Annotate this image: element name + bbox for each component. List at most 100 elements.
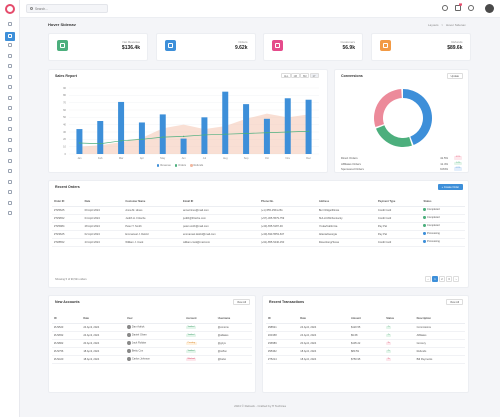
pagination-next-button[interactable]: › — [453, 276, 459, 282]
table-row[interactable]: #95362 18 April, 2024 $80.59 Cr Refunds — [266, 347, 465, 356]
stat-label: Orders — [238, 40, 248, 44]
settings-icon[interactable] — [468, 5, 474, 11]
new-accounts-view-all-button[interactable]: View All — [232, 299, 250, 305]
orders-cell: (+91)-855-5446-150 — [259, 238, 317, 247]
pagination-prev-button[interactable]: ‹ — [425, 276, 431, 282]
sidebar-item-charts[interactable] — [6, 147, 14, 153]
orders-cell: 28 April 2024 — [82, 222, 124, 231]
sidebar-item-menu[interactable] — [6, 210, 14, 216]
refund-icon-glyph — [382, 43, 388, 48]
sidebar-item-apps[interactable] — [5, 31, 15, 41]
orders-cell: Judith H. Fritsche — [123, 214, 182, 223]
sidebar-item-auth[interactable] — [6, 116, 14, 122]
calendar-icon — [8, 43, 12, 47]
sidebar-item-calendar[interactable] — [6, 42, 14, 48]
sidebar-item-maps[interactable] — [6, 189, 14, 195]
bell-icon[interactable] — [455, 5, 461, 11]
status-text: Processing — [427, 232, 440, 236]
orders-cell[interactable]: #TZ9652 — [52, 214, 83, 223]
recent-orders-title: Recent Orders — [55, 185, 80, 189]
legend-item[interactable]: Revenue — [157, 164, 171, 167]
pagination-page-1[interactable]: 1 — [432, 276, 438, 282]
sidebar-item-chat[interactable] — [6, 53, 14, 59]
maps-icon — [8, 190, 12, 194]
transactions-table: ID Date Amount Status Description #98521 24 A… — [266, 315, 465, 364]
pagination-page-3[interactable]: 3 — [446, 276, 452, 282]
accounts-cell: @alliates — [215, 331, 252, 340]
avatar — [126, 357, 131, 361]
transactions-cell: Commisions — [414, 323, 465, 332]
theme-toggle-icon[interactable] — [442, 5, 448, 11]
chart-filter-all[interactable]: ALL — [281, 73, 292, 78]
conversion-label: Affiliates Orders — [341, 161, 361, 166]
accounts-column-header: Account — [184, 315, 216, 324]
accounts-cell: Pending — [184, 339, 216, 348]
search-input[interactable] — [35, 6, 105, 11]
search-box — [26, 4, 108, 13]
conversion-row: Sponsored Orders 9.84% 0.9% — [341, 167, 462, 171]
chart-filter-6m[interactable]: 6M — [300, 73, 310, 78]
refund-icon — [379, 40, 391, 51]
create-order-button[interactable]: + Create Order — [437, 184, 463, 190]
orders-cell[interactable]: #TZ5625 — [52, 206, 83, 215]
table-row[interactable]: #US862 20 April, 2024 Jack Roldan Pending @g… — [52, 339, 252, 348]
chart-filter-1y[interactable]: 1Y — [309, 73, 319, 78]
legend-item[interactable]: Orders — [174, 164, 186, 167]
x-tick-label: Aug — [223, 156, 228, 160]
sidebar-item-errors[interactable] — [6, 126, 14, 132]
table-row[interactable]: #TZ9652 04 April 2024 Judith H. Fritsche ju… — [52, 214, 465, 223]
sidebar-item-dashboard[interactable] — [6, 21, 14, 27]
sidebar-item-icons[interactable] — [6, 179, 14, 185]
status-badge: Processing — [423, 232, 440, 236]
transactions-cell: #20158 — [266, 331, 299, 340]
sidebar-item-tasks[interactable] — [6, 74, 14, 80]
table-row[interactable]: #US756 18 April, 2024 Betty Cox Verified @re… — [52, 347, 252, 356]
table-row[interactable]: #US652 24 April, 2024 Daniel Olsen Verified… — [52, 331, 252, 340]
pagination-page-2[interactable]: 2 — [439, 276, 445, 282]
transactions-cell: Dr — [384, 355, 415, 364]
table-row[interactable]: #TZ8652 23 April 2024 William J. Cook willi… — [52, 238, 465, 247]
status-dot — [423, 216, 426, 219]
orders-column-header: Date — [82, 198, 124, 207]
transactions-cell: 24 April, 2024 — [298, 331, 349, 340]
stat-card-refunds: Refunds $89.6k — [370, 33, 471, 61]
users-icon-glyph — [275, 43, 280, 48]
table-row[interactable]: #98521 24 April, 2024 $120.55 Cr Commisions — [266, 323, 465, 332]
transactions-cell: $80.59 — [348, 347, 385, 356]
transactions-view-all-button[interactable]: View All — [445, 299, 463, 305]
sidebar-item-pages[interactable] — [6, 105, 14, 111]
revenue-bar — [305, 99, 312, 154]
sidebar-item-ui-kit[interactable] — [6, 137, 14, 143]
table-row[interactable]: #TZ5984 28 April 2024 Peter T. Smith peter.… — [52, 222, 465, 231]
table-row[interactable]: #US420 18 April, 2024 Carlos Johnson Blocke… — [52, 355, 252, 364]
auth-icon — [8, 116, 12, 121]
table-row[interactable]: #TZ3625 02 April 2024 Emmanuel J. Delcid em… — [52, 230, 465, 239]
table-row[interactable]: #20158 24 April, 2024 $9.68 Cr Affiliates — [266, 331, 465, 340]
accounts-cell: 20 April, 2024 — [81, 339, 125, 348]
chart-filter-1m[interactable]: 1M — [290, 73, 300, 78]
table-row[interactable]: #US523 24 April, 2024 Dan Adrick Verified @o… — [52, 323, 252, 332]
sidebar-item-layouts[interactable] — [6, 200, 14, 206]
orders-cell[interactable]: #TZ3625 — [52, 230, 83, 239]
conversion-change-badge: 4.9% — [454, 156, 462, 160]
legend-item[interactable]: Refunds — [190, 164, 203, 167]
orders-cell[interactable]: #TZ5984 — [52, 222, 83, 231]
table-row[interactable]: #75214 18 April, 2024 $750.95 Dr Bill Paymen… — [266, 355, 465, 364]
sidebar-item-contacts[interactable] — [6, 84, 14, 90]
table-row[interactable]: #TZ5625 09 April 2024 Anna M. Hines anna.hi… — [52, 206, 465, 215]
sidebar-item-tables[interactable] — [6, 168, 14, 174]
sidebar-item-forms[interactable] — [6, 158, 14, 164]
breadcrumb-layouts[interactable]: Layouts — [428, 23, 439, 27]
revenue-bar — [180, 138, 187, 154]
ui-kit-icon — [8, 137, 12, 142]
pages-icon — [8, 106, 12, 110]
logo-icon[interactable] — [5, 4, 15, 14]
update-button[interactable]: Update — [446, 73, 463, 79]
table-row[interactable]: #36589 20 April, 2024 $105.22 Dr Grocery — [266, 339, 465, 348]
transactions-column-header: ID — [266, 315, 299, 324]
user-avatar[interactable] — [485, 4, 494, 13]
transactions-cell: Cr — [384, 347, 415, 356]
sidebar-item-email[interactable] — [6, 63, 14, 69]
orders-cell[interactable]: #TZ8652 — [52, 238, 83, 247]
sidebar-item-invoice[interactable] — [6, 95, 14, 101]
